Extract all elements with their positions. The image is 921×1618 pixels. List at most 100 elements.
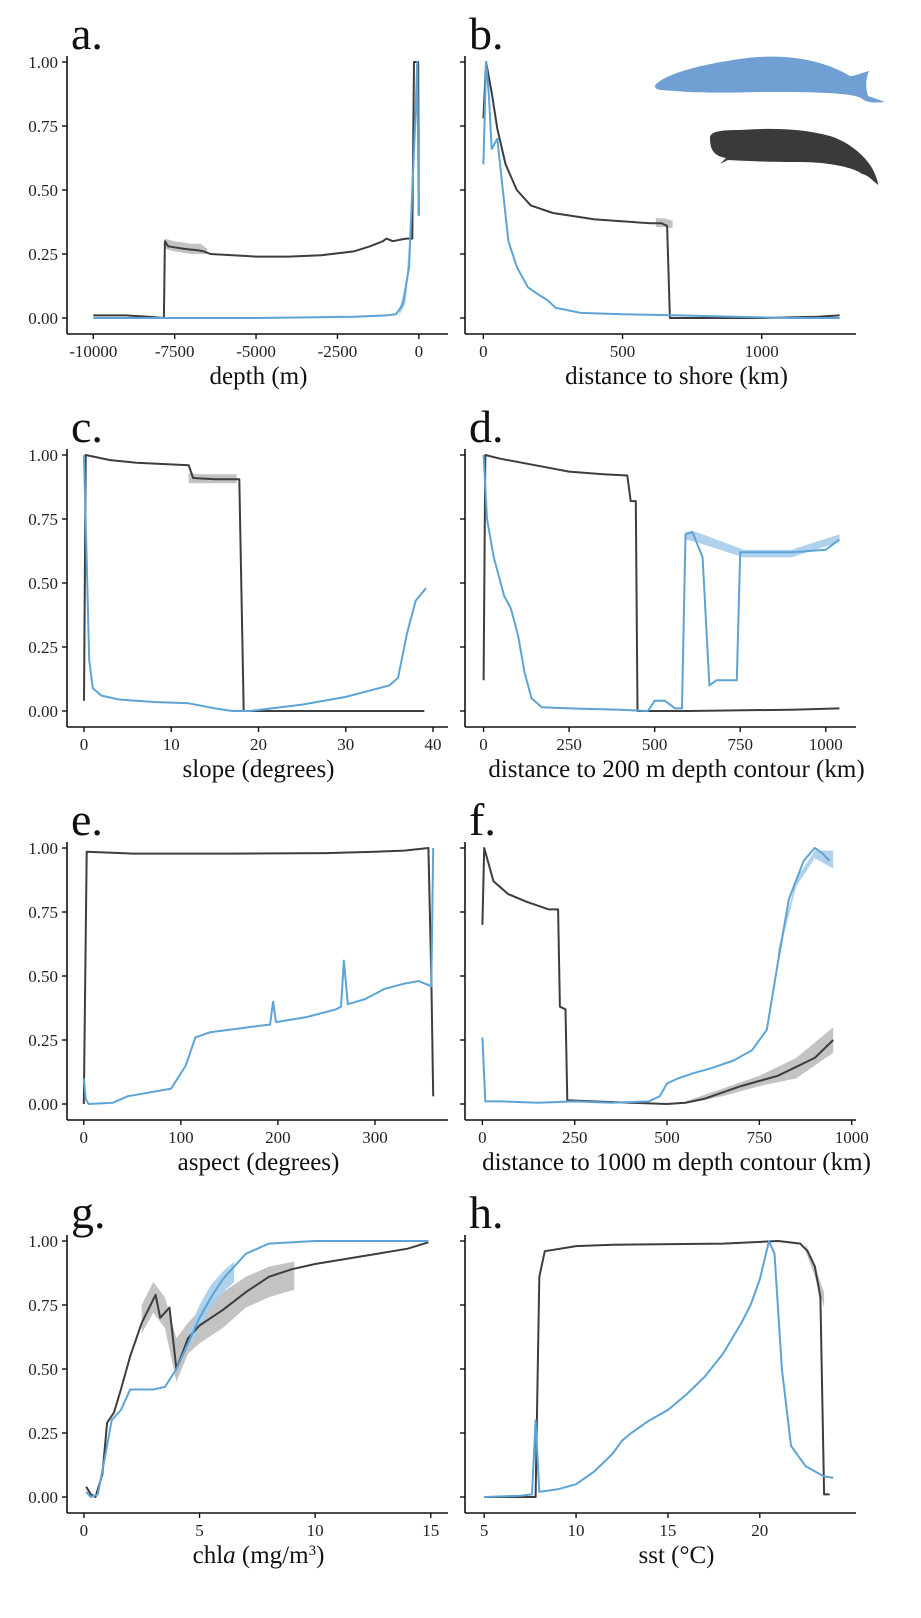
series-line-blue	[83, 454, 427, 712]
y-tick-label: 0.50	[28, 967, 58, 986]
series-line-dark	[82, 847, 435, 1105]
x-tick-label: -5000	[236, 342, 276, 361]
series-line-dark	[484, 1240, 830, 1498]
confidence-band-dark	[685, 1027, 834, 1104]
x-tick-label: 20	[751, 1521, 768, 1540]
x-tick-label: -2500	[318, 342, 358, 361]
x-axis-label-part: chl	[193, 1542, 224, 1569]
x-tick-label: 30	[337, 735, 354, 754]
y-tick-label: 0.50	[28, 574, 58, 593]
x-tick-label: 500	[642, 735, 668, 754]
x-tick-label: 15	[659, 1521, 676, 1540]
y-tick-label: 0.25	[28, 1031, 58, 1050]
x-tick-label: 0	[415, 342, 424, 361]
panel-letter: b.	[469, 8, 504, 59]
x-axis-label: sst (°C)	[639, 1542, 715, 1569]
panel-b: b. 0 500 1000 distance to shore (km)	[460, 8, 856, 390]
x-tick-label: 0	[80, 735, 89, 754]
x-tick-label: 10	[307, 1521, 324, 1540]
x-tick-label: 300	[362, 1128, 388, 1147]
x-tick-label: 750	[747, 1128, 773, 1147]
y-tick-label: 1.00	[28, 1232, 58, 1251]
x-tick-label: 0	[479, 342, 488, 361]
x-tick-label: 40	[425, 735, 442, 754]
y-tick-label: 0.25	[28, 245, 58, 264]
x-axis-label-part: )	[316, 1542, 324, 1569]
panel-letter: c.	[71, 401, 103, 452]
species-legend	[655, 56, 885, 185]
x-tick-label: 500	[654, 1128, 680, 1147]
y-tick-label: 0.00	[28, 702, 58, 721]
panel-a: a. 0.00 0.25 0.50 0.75 1.00 -10000 -7500 -5000 -2…	[28, 8, 448, 390]
x-tick-label: 200	[265, 1128, 291, 1147]
confidence-band-dark	[655, 218, 673, 229]
x-tick-label: -10000	[69, 342, 117, 361]
panel-d: d. 0 250 500 750 1000 distance to 200 m depth …	[460, 401, 865, 783]
y-tick-label: 0.00	[28, 1095, 58, 1114]
series-line-dark	[83, 454, 425, 712]
series-line-blue	[484, 1240, 834, 1498]
x-axis-label: depth (m)	[210, 363, 308, 390]
confidence-band-dark	[188, 472, 237, 484]
x-axis-label-part: a	[223, 1542, 236, 1569]
y-tick-label: 1.00	[28, 53, 58, 72]
x-tick-label: 5	[195, 1521, 204, 1540]
x-tick-label: 1000	[809, 735, 843, 754]
x-tick-label: 250	[556, 735, 582, 754]
blue-whale-silhouette	[655, 56, 885, 103]
sperm-whale-silhouette	[710, 128, 878, 185]
series-line-dark	[482, 454, 840, 712]
x-tick-label: 10	[568, 1521, 585, 1540]
x-axis-label-part: (mg/m	[236, 1542, 309, 1569]
y-tick-label: 0.25	[28, 638, 58, 657]
panel-letter: a.	[71, 8, 103, 59]
x-tick-label: 0	[80, 1128, 89, 1147]
panel-c: c. 0.00 0.25 0.50 0.75 1.00 0 10 20 30 40 slope (de…	[28, 401, 448, 783]
x-tick-label: 100	[168, 1128, 194, 1147]
confidence-band-blue	[777, 850, 834, 959]
panel-letter: h.	[469, 1187, 504, 1238]
x-tick-label: 250	[562, 1128, 588, 1147]
x-axis-label: distance to shore (km)	[565, 363, 788, 390]
x-tick-label: 5	[480, 1521, 489, 1540]
panel-letter: g.	[71, 1187, 106, 1238]
x-tick-label: 0	[478, 1128, 487, 1147]
panel-letter: f.	[469, 794, 496, 845]
x-tick-label: 0	[479, 735, 488, 754]
series-line-blue	[82, 847, 435, 1105]
x-tick-label: 15	[422, 1521, 439, 1540]
series-line-dark	[481, 847, 834, 1105]
y-tick-label: 0.75	[28, 117, 58, 136]
x-tick-label: 10	[163, 735, 180, 754]
series-line-blue	[93, 61, 420, 319]
y-tick-label: 1.00	[28, 839, 58, 858]
x-tick-label: -7500	[155, 342, 195, 361]
x-axis-label-part: 3	[309, 1543, 317, 1559]
x-axis-label: slope (degrees)	[182, 756, 334, 783]
series-line-blue	[481, 847, 831, 1104]
series-line-dark	[93, 61, 420, 319]
x-tick-label: 1000	[745, 342, 779, 361]
x-tick-label: 0	[80, 1521, 89, 1540]
y-tick-label: 0.75	[28, 1296, 58, 1315]
panel-g: g. 0.00 0.25 0.50 0.75 1.00 0 5 10 15 chla (mg/m3)	[28, 1187, 448, 1569]
x-tick-label: 500	[610, 342, 636, 361]
x-axis-label: chla (mg/m3)	[193, 1542, 325, 1569]
y-tick-label: 0.00	[28, 1488, 58, 1507]
panels: a. 0.00 0.25 0.50 0.75 1.00 -10000 -7500 -5000 -2…	[28, 8, 871, 1569]
x-tick-label: 750	[727, 735, 753, 754]
y-tick-label: 0.75	[28, 903, 58, 922]
y-tick-label: 0.50	[28, 181, 58, 200]
y-tick-label: 0.75	[28, 510, 58, 529]
confidence-band-dark	[141, 1261, 295, 1382]
panel-f: f. 0 250 500 750 1000 distance to 1000 m depth…	[460, 794, 871, 1176]
x-axis-label: distance to 1000 m depth contour (km)	[482, 1149, 871, 1176]
panel-letter: e.	[71, 794, 103, 845]
series-line-blue	[482, 454, 840, 712]
panel-letter: d.	[469, 401, 504, 452]
series-line-dark	[482, 61, 840, 319]
x-axis-label: distance to 200 m depth contour (km)	[488, 756, 864, 783]
series-line-blue	[482, 61, 840, 319]
